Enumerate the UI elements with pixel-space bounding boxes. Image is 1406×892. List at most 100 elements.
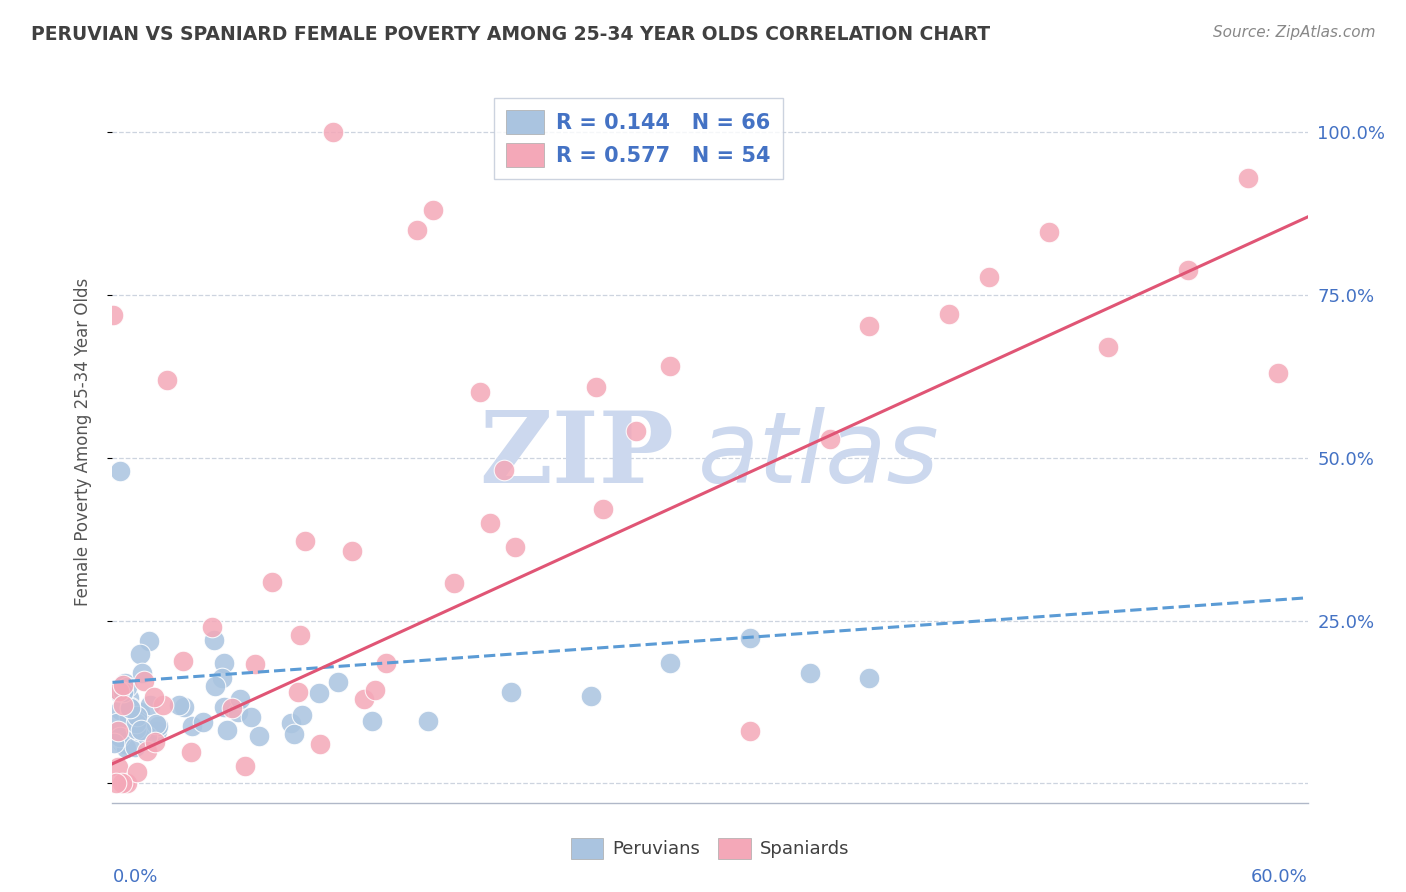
Point <box>110 731 132 745</box>
Point <box>283 726 305 740</box>
Point <box>326 675 349 690</box>
Point <box>117 680 139 694</box>
Point <box>818 432 841 446</box>
Point <box>492 463 515 477</box>
Point <box>111 776 134 790</box>
Point <box>105 684 128 698</box>
Point <box>127 709 149 723</box>
Point <box>211 671 233 685</box>
Point <box>443 575 465 590</box>
Point <box>738 631 761 645</box>
Point <box>120 699 142 714</box>
Point <box>1038 225 1060 239</box>
Text: 60.0%: 60.0% <box>1251 868 1308 886</box>
Point <box>125 722 148 736</box>
Point <box>624 424 647 438</box>
Point <box>110 732 132 747</box>
Point <box>353 691 375 706</box>
Point <box>212 700 235 714</box>
Point <box>361 714 384 728</box>
Point <box>103 308 125 322</box>
Point <box>145 723 167 738</box>
Y-axis label: Female Poverty Among 25-34 Year Olds: Female Poverty Among 25-34 Year Olds <box>73 277 91 606</box>
Point <box>499 684 522 698</box>
Text: atlas: atlas <box>699 408 939 505</box>
Point <box>245 657 267 671</box>
Point <box>938 307 960 321</box>
Point <box>249 730 271 744</box>
Point <box>217 723 239 738</box>
Point <box>139 698 162 712</box>
Point <box>122 711 145 725</box>
Point <box>592 502 614 516</box>
Point <box>128 724 150 739</box>
Point <box>125 715 148 730</box>
Text: Source: ZipAtlas.com: Source: ZipAtlas.com <box>1212 25 1375 40</box>
Point <box>138 633 160 648</box>
Point <box>288 628 311 642</box>
Point <box>858 671 880 685</box>
Point <box>1097 340 1119 354</box>
Point <box>287 685 309 699</box>
Point <box>173 699 195 714</box>
Point <box>659 359 682 374</box>
Legend: Peruvians, Spaniards: Peruvians, Spaniards <box>564 830 856 866</box>
Point <box>105 715 128 730</box>
Point <box>309 737 332 751</box>
Point <box>221 700 243 714</box>
Point <box>128 719 150 733</box>
Point <box>977 269 1000 284</box>
Point <box>142 690 165 705</box>
Point <box>202 632 225 647</box>
Point <box>118 701 141 715</box>
Point <box>291 707 314 722</box>
Point <box>131 665 153 680</box>
Point <box>1267 366 1289 380</box>
Point <box>470 384 492 399</box>
Point <box>204 679 226 693</box>
Point <box>114 724 136 739</box>
Text: PERUVIAN VS SPANIARD FEMALE POVERTY AMONG 25-34 YEAR OLDS CORRELATION CHART: PERUVIAN VS SPANIARD FEMALE POVERTY AMON… <box>31 25 990 44</box>
Point <box>129 723 152 737</box>
Point <box>1237 170 1260 185</box>
Point <box>122 707 145 722</box>
Point <box>322 125 344 139</box>
Point <box>117 723 139 737</box>
Text: 0.0%: 0.0% <box>112 868 157 886</box>
Point <box>579 690 602 704</box>
Point <box>125 765 148 780</box>
Point <box>108 464 131 478</box>
Point <box>117 691 139 706</box>
Point <box>112 698 135 712</box>
Point <box>169 698 191 712</box>
Point <box>659 656 682 670</box>
Point <box>478 516 501 531</box>
Point <box>114 730 136 744</box>
Point <box>104 776 127 790</box>
Point <box>114 737 136 751</box>
Point <box>260 574 283 589</box>
Point <box>201 620 224 634</box>
Point <box>107 683 129 698</box>
Point <box>128 647 150 661</box>
Point <box>136 744 159 758</box>
Point <box>180 746 202 760</box>
Point <box>136 729 159 743</box>
Point <box>308 686 330 700</box>
Point <box>143 735 166 749</box>
Point <box>240 710 263 724</box>
Point <box>148 719 170 733</box>
Point <box>111 685 134 699</box>
Point <box>132 674 155 689</box>
Point <box>129 705 152 719</box>
Point <box>127 721 149 735</box>
Point <box>108 703 131 717</box>
Point <box>422 203 444 218</box>
Point <box>193 715 215 730</box>
Point <box>103 736 125 750</box>
Point <box>858 318 880 333</box>
Point <box>112 678 135 692</box>
Point <box>181 719 204 733</box>
Point <box>418 714 440 728</box>
Point <box>212 656 235 670</box>
